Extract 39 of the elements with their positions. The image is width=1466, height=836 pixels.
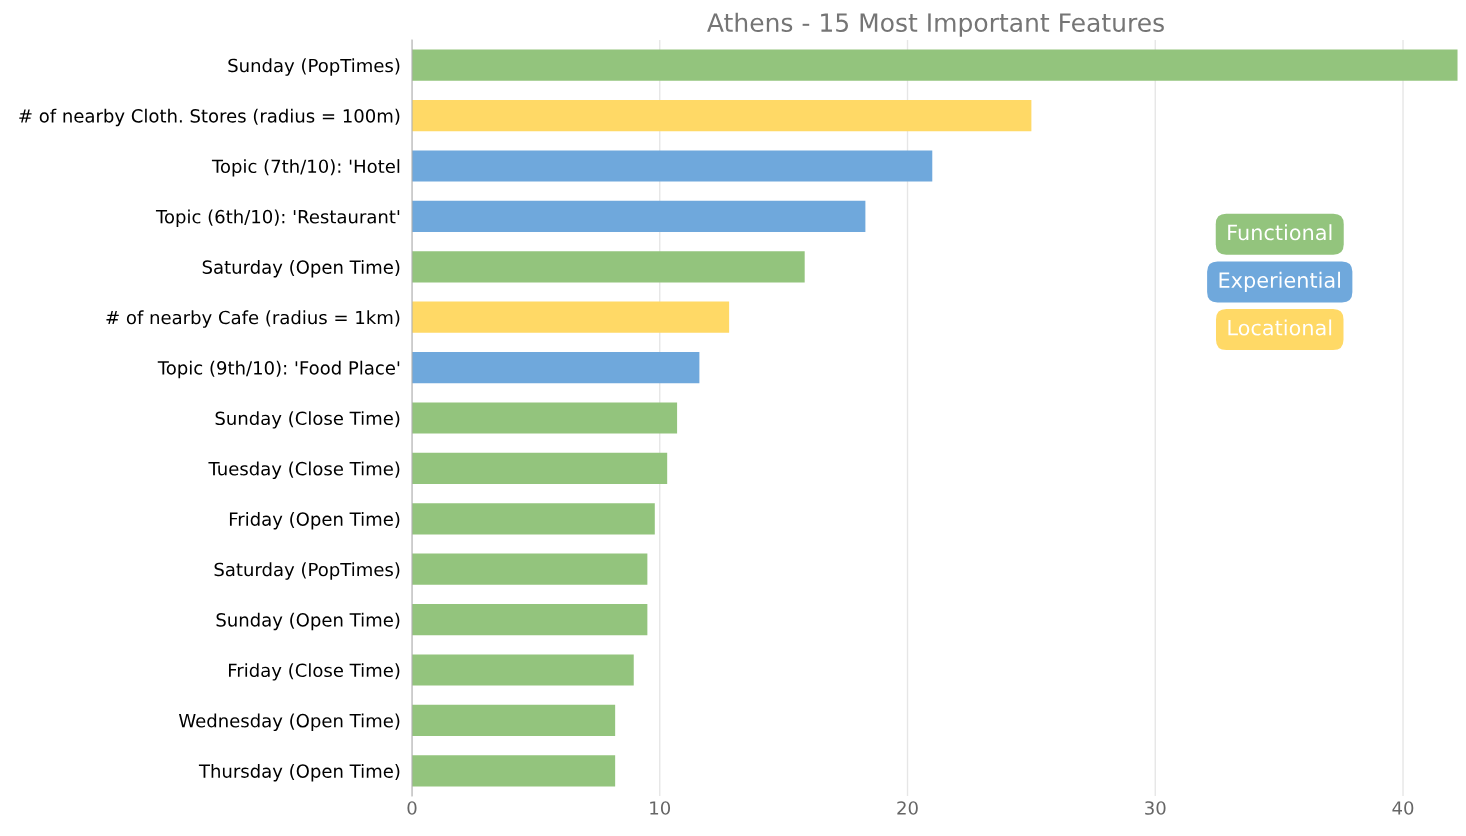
bar bbox=[412, 251, 805, 283]
bar bbox=[412, 704, 616, 737]
text: Locational bbox=[1228, 319, 1332, 336]
y-tick-label: Tuesday (Close Time) bbox=[208, 461, 400, 480]
text: Experiential bbox=[1219, 271, 1340, 292]
x-tick-label: 0 bbox=[407, 801, 417, 815]
bar bbox=[412, 99, 1032, 132]
y-tick-label: Saturday (Open Time) bbox=[202, 259, 400, 278]
bar bbox=[412, 49, 1458, 81]
y-tick-label: Sunday (Open Time) bbox=[216, 612, 400, 631]
bar bbox=[412, 150, 933, 182]
y-tick-label: Topic (7th/10): 'Hotel bbox=[211, 159, 400, 177]
y-tick-label: Friday (Open Time) bbox=[229, 511, 400, 530]
y-tick-label: Topic (9th/10): 'Food Place' bbox=[157, 360, 400, 379]
bar bbox=[412, 553, 648, 585]
y-tick-label: Sunday (Close Time) bbox=[215, 411, 400, 429]
y-tick-label: Thursday (Open Time) bbox=[198, 763, 400, 782]
text: Functional bbox=[1228, 224, 1332, 241]
bar bbox=[412, 402, 678, 434]
bar bbox=[412, 301, 730, 333]
y-tick-label: Wednesday (Open Time) bbox=[178, 713, 400, 732]
x-tick-label: 10 bbox=[650, 801, 671, 815]
bar bbox=[412, 603, 648, 636]
y-tick-label: # of nearby Cafe (radius = 1km) bbox=[106, 310, 400, 328]
x-tick-label: 30 bbox=[1145, 801, 1166, 815]
y-tick-label: Saturday (PopTimes) bbox=[214, 562, 400, 580]
bar bbox=[412, 503, 655, 535]
y-tick-label: Sunday (PopTimes) bbox=[228, 58, 400, 76]
y-tick-label: # of nearby Cloth. Stores (radius = 100m) bbox=[19, 108, 400, 127]
y-tick-label: Topic (6th/10): 'Restaurant' bbox=[155, 209, 400, 228]
bar bbox=[412, 654, 634, 686]
bar bbox=[412, 351, 700, 384]
bar bbox=[412, 755, 616, 787]
bar bbox=[412, 452, 668, 485]
x-tick-label: 20 bbox=[897, 801, 918, 815]
bar bbox=[412, 200, 866, 233]
y-tick-label: Friday (Close Time) bbox=[229, 663, 400, 681]
chart-title: Athens - 15 Most Important Features bbox=[707, 12, 1164, 37]
x-tick-label: 40 bbox=[1392, 801, 1414, 815]
